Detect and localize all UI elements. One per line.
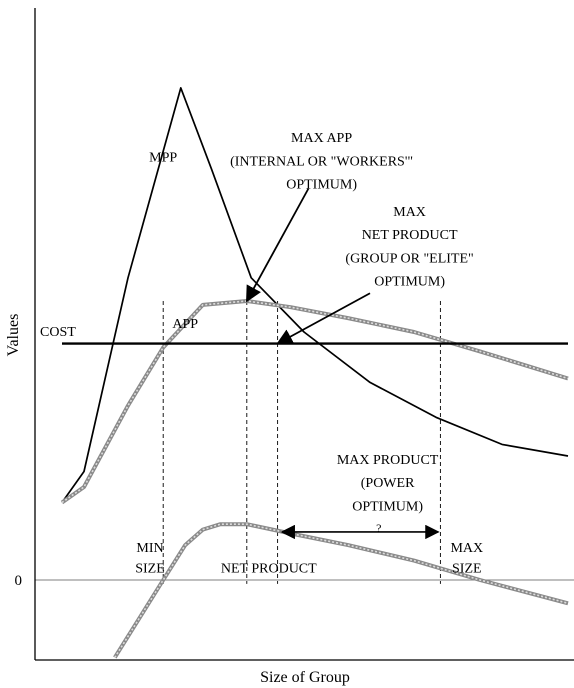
annotation-16-net-product: NET PRODUCT [221, 561, 317, 576]
annotation-7-net-product: NET PRODUCT [362, 228, 458, 243]
y-tick-label-0: 0 [15, 573, 23, 589]
annotation-14-min: MIN [136, 541, 163, 556]
series-texture-app [61, 300, 569, 504]
annotation-8-group-or-elite: (GROUP OR "ELITE" [345, 251, 473, 266]
labels-group: 0 MPP APP COST MAX APP (INTERNAL OR "WORKERS'… [15, 131, 484, 589]
annotation-17-max: MAX [450, 541, 483, 556]
annotation-5-optimum: OPTIMUM) [286, 178, 357, 193]
annotation-18-size: SIZE [452, 561, 482, 576]
y-axis-label: Values [5, 314, 22, 357]
arrow-1 [276, 292, 371, 345]
annotation-15-size: SIZE [135, 561, 165, 576]
annotation-3-max-app: MAX APP [291, 131, 352, 146]
series-line-mpp [61, 87, 569, 503]
series-line-app [60, 299, 569, 505]
annotation-6-max: MAX [393, 205, 426, 220]
plot-frame [34, 8, 574, 661]
annotation-9-optimum: OPTIMUM) [374, 275, 445, 290]
annotation-10-max-product: MAX PRODUCT [337, 453, 439, 468]
annotation-13-: ? [376, 521, 381, 535]
series-texture-net-product [114, 523, 569, 658]
annotation-12-optimum: OPTIMUM) [352, 499, 423, 514]
annotation-1-app: APP [172, 317, 198, 332]
arrows-group [246, 188, 440, 540]
arrow-0 [246, 188, 310, 303]
x-axis-label: Size of Group [260, 669, 350, 686]
annotation-4-internal-or-workers: (INTERNAL OR "WORKERS'" [230, 154, 413, 169]
annotation-2-cost: COST [40, 325, 76, 340]
annotation-0-mpp: MPP [149, 151, 177, 166]
annotation-11-power: (POWER [361, 476, 415, 491]
